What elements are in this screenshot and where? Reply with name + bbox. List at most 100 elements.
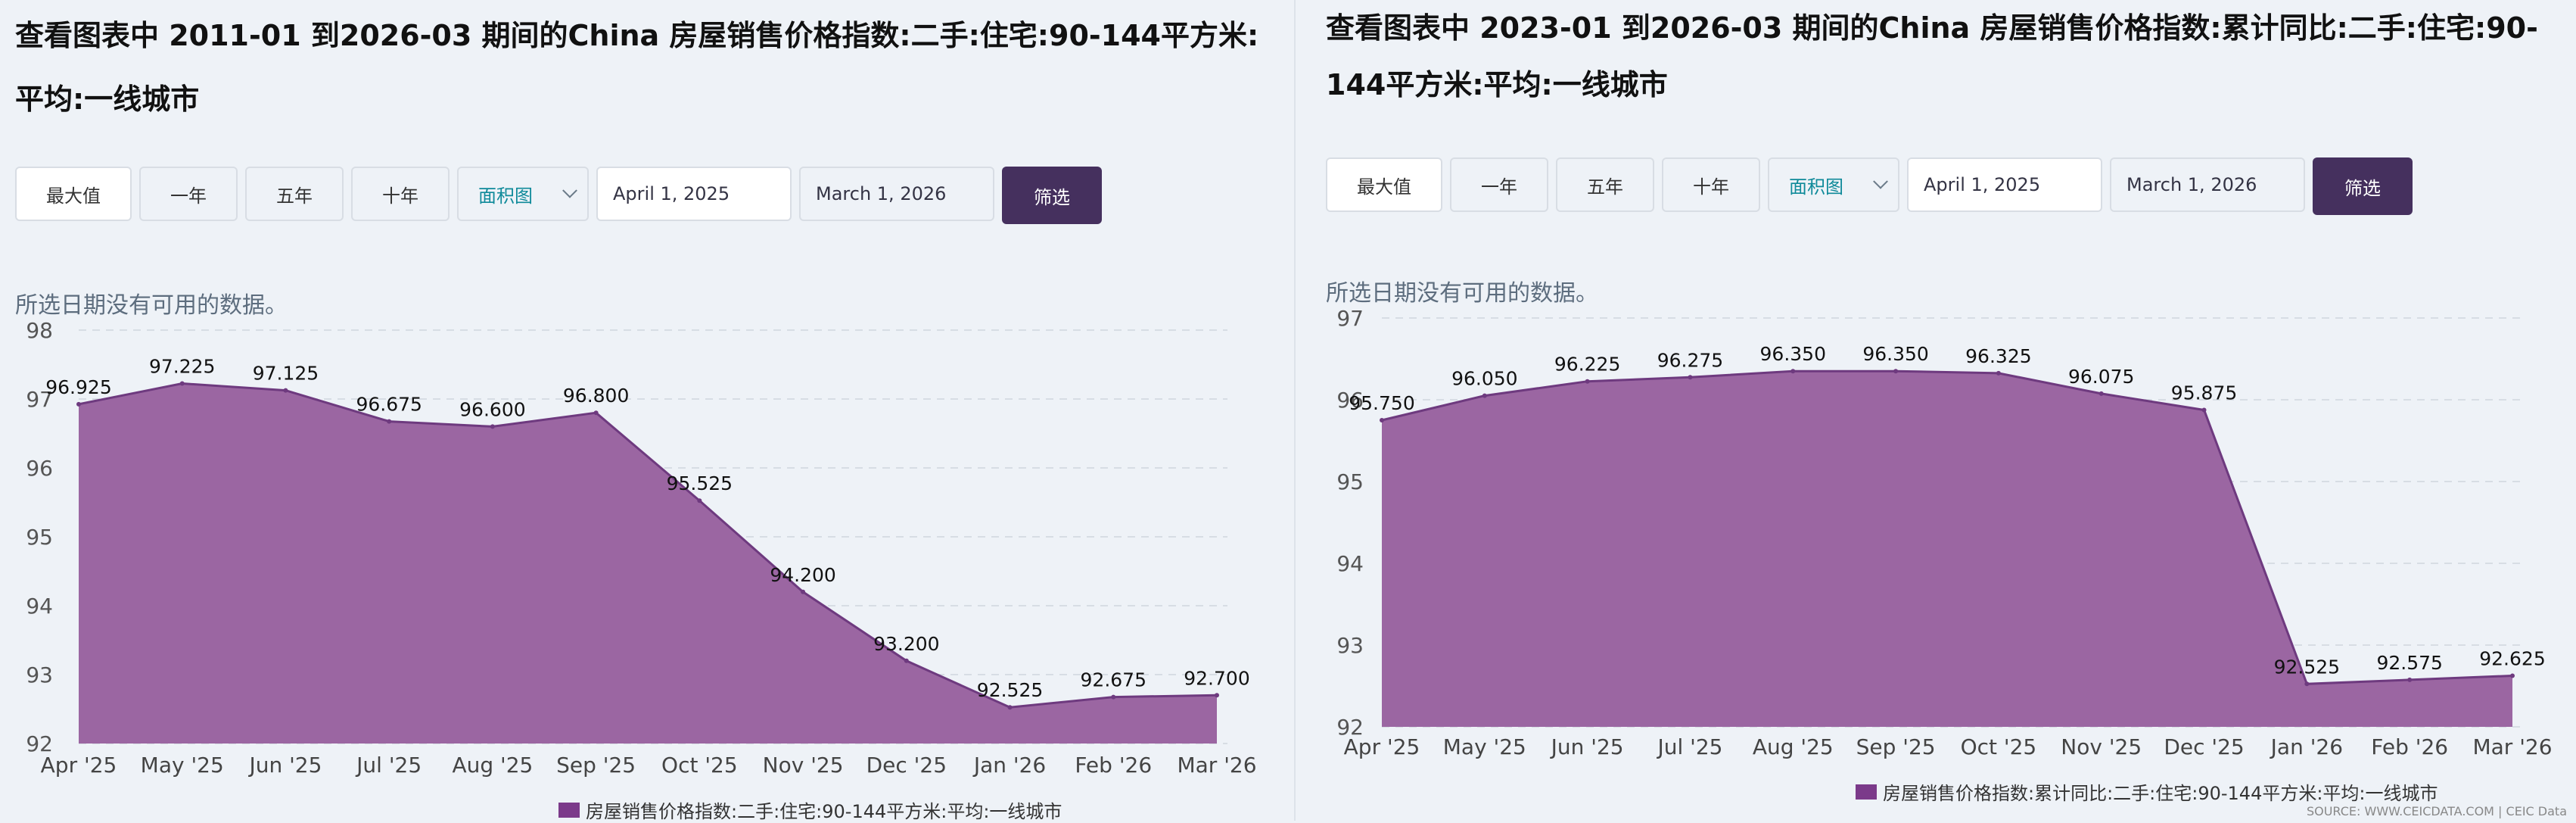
data-point[interactable] bbox=[1893, 369, 1899, 374]
x-tick-label: Jul '25 bbox=[1656, 734, 1722, 759]
x-tick-label: Jun '25 bbox=[247, 753, 322, 778]
data-label: 96.350 bbox=[1862, 343, 1928, 365]
data-label: 96.600 bbox=[459, 398, 525, 420]
range-controls: 最大值 一年 五年 十年 面积图 April 1, 2025 March 1, … bbox=[1326, 157, 2413, 215]
data-point[interactable] bbox=[904, 658, 909, 663]
filter-button[interactable]: 筛选 bbox=[1002, 167, 1102, 224]
range-controls: 最大值 一年 五年 十年 面积图 April 1, 2025 March 1, … bbox=[15, 167, 1102, 224]
range-10y-button[interactable]: 十年 bbox=[351, 167, 450, 221]
page-title-line1: 查看图表中 2023-01 到2026-03 期间的China 房屋销售价格指数… bbox=[1326, 11, 2538, 45]
area-series[interactable] bbox=[1382, 371, 2512, 727]
start-date-input[interactable]: April 1, 2025 bbox=[1907, 157, 2102, 212]
data-point[interactable] bbox=[1996, 370, 2001, 376]
data-point[interactable] bbox=[593, 410, 599, 416]
no-data-message: 所选日期没有可用的数据。 bbox=[15, 292, 288, 319]
data-label: 92.525 bbox=[977, 679, 1043, 701]
data-point[interactable] bbox=[490, 424, 495, 429]
data-label: 96.925 bbox=[45, 376, 111, 398]
data-label: 96.325 bbox=[1965, 345, 2031, 367]
range-5y-button[interactable]: 五年 bbox=[1556, 157, 1654, 212]
data-point[interactable] bbox=[697, 498, 702, 503]
y-tick-label: 98 bbox=[26, 318, 53, 343]
start-date-input[interactable]: April 1, 2025 bbox=[596, 167, 792, 221]
y-tick-label: 97 bbox=[1336, 306, 1364, 331]
data-label: 97.125 bbox=[253, 363, 319, 385]
x-tick-label: Apr '25 bbox=[1344, 734, 1420, 759]
data-label: 96.800 bbox=[563, 385, 629, 407]
chart-legend[interactable]: 房屋销售价格指数:累计同比:二手:住宅:90-144平方米:平均:一线城市 bbox=[1856, 778, 2438, 805]
data-point[interactable] bbox=[1482, 393, 1487, 398]
x-tick-label: Nov '25 bbox=[763, 753, 844, 778]
range-10y-button[interactable]: 十年 bbox=[1662, 157, 1760, 212]
range-max-button[interactable]: 最大值 bbox=[1326, 157, 1442, 212]
x-tick-label: May '25 bbox=[141, 753, 224, 778]
data-label: 96.350 bbox=[1760, 343, 1826, 365]
x-tick-label: May '25 bbox=[1443, 734, 1526, 759]
data-label: 97.225 bbox=[149, 356, 215, 378]
data-point[interactable] bbox=[1215, 693, 1219, 698]
data-label: 92.700 bbox=[1184, 667, 1249, 689]
data-point[interactable] bbox=[1380, 418, 1384, 422]
data-point[interactable] bbox=[1585, 379, 1590, 384]
filter-button[interactable]: 筛选 bbox=[2313, 157, 2413, 215]
data-point[interactable] bbox=[1111, 694, 1116, 700]
y-tick-label: 92 bbox=[26, 731, 53, 756]
y-tick-label: 92 bbox=[1336, 715, 1364, 740]
legend-label: 房屋销售价格指数:二手:住宅:90-144平方米:平均:一线城市 bbox=[586, 801, 1062, 822]
data-point[interactable] bbox=[283, 388, 288, 393]
x-tick-label: Mar '26 bbox=[2472, 734, 2552, 759]
x-tick-label: Feb '26 bbox=[1075, 753, 1152, 778]
data-point[interactable] bbox=[1007, 705, 1013, 710]
data-point[interactable] bbox=[387, 419, 392, 424]
x-tick-label: Nov '25 bbox=[2061, 734, 2142, 759]
data-label: 96.075 bbox=[2068, 366, 2134, 388]
x-tick-label: Apr '25 bbox=[41, 753, 117, 778]
y-tick-label: 96 bbox=[26, 456, 53, 481]
y-tick-label: 94 bbox=[26, 594, 53, 619]
chart-type-select[interactable]: 面积图 bbox=[457, 167, 589, 221]
data-label: 93.200 bbox=[873, 633, 939, 655]
y-tick-label: 94 bbox=[1336, 551, 1364, 576]
data-point[interactable] bbox=[76, 401, 81, 407]
data-point[interactable] bbox=[2407, 677, 2413, 682]
data-point[interactable] bbox=[1688, 375, 1693, 380]
legend-swatch bbox=[558, 802, 580, 818]
range-1y-button[interactable]: 一年 bbox=[1450, 157, 1548, 212]
area-series[interactable] bbox=[79, 383, 1217, 744]
end-date-input[interactable]: March 1, 2026 bbox=[799, 167, 994, 221]
data-point[interactable] bbox=[2201, 407, 2207, 413]
chart-type-select[interactable]: 面积图 bbox=[1768, 157, 1899, 212]
data-point[interactable] bbox=[2098, 391, 2104, 396]
data-point[interactable] bbox=[2510, 673, 2515, 678]
data-label: 92.675 bbox=[1081, 669, 1146, 691]
source-credit: SOURCE: WWW.CEICDATA.COM | CEIC Data bbox=[2306, 804, 2567, 818]
right-chart-panel: 查看图表中 2023-01 到2026-03 期间的China 房屋销售价格指数… bbox=[1294, 0, 2576, 821]
data-label: 94.200 bbox=[770, 564, 835, 586]
x-tick-label: Jul '25 bbox=[355, 753, 422, 778]
data-point[interactable] bbox=[179, 381, 185, 386]
data-point[interactable] bbox=[2304, 681, 2310, 687]
x-tick-label: Jan '26 bbox=[972, 753, 1046, 778]
page-title: 查看图表中 2011-01 到2026-03 期间的China 房屋销售价格指数… bbox=[15, 19, 1259, 116]
range-5y-button[interactable]: 五年 bbox=[245, 167, 344, 221]
data-label: 95.525 bbox=[667, 472, 733, 494]
end-date-input[interactable]: March 1, 2026 bbox=[2110, 157, 2305, 212]
x-tick-label: Oct '25 bbox=[1961, 734, 2037, 759]
area-chart-left: 92 93 94 95 96 97 98 96.925 97.225 97.125 96.675 96… bbox=[26, 318, 1256, 778]
y-tick-label: 93 bbox=[26, 662, 53, 687]
chart-legend[interactable]: 房屋销售价格指数:二手:住宅:90-144平方米:平均:一线城市 bbox=[558, 797, 1062, 823]
data-point[interactable] bbox=[1790, 369, 1796, 374]
range-max-button[interactable]: 最大值 bbox=[15, 167, 132, 221]
x-tick-label: Aug '25 bbox=[452, 753, 533, 778]
series-line bbox=[1381, 369, 2513, 685]
y-tick-label: 93 bbox=[1336, 633, 1364, 658]
data-label: 95.750 bbox=[1349, 392, 1414, 414]
range-1y-button[interactable]: 一年 bbox=[139, 167, 238, 221]
data-label: 92.625 bbox=[2479, 648, 2545, 670]
left-chart-panel: 查看图表中 2011-01 到2026-03 期间的China 房屋销售价格指数… bbox=[0, 0, 1288, 823]
data-label: 95.875 bbox=[2171, 382, 2237, 404]
data-point[interactable] bbox=[801, 589, 806, 594]
data-label: 96.675 bbox=[356, 394, 422, 416]
chart-type-value: 面积图 bbox=[478, 185, 533, 207]
series-line bbox=[78, 382, 1218, 709]
